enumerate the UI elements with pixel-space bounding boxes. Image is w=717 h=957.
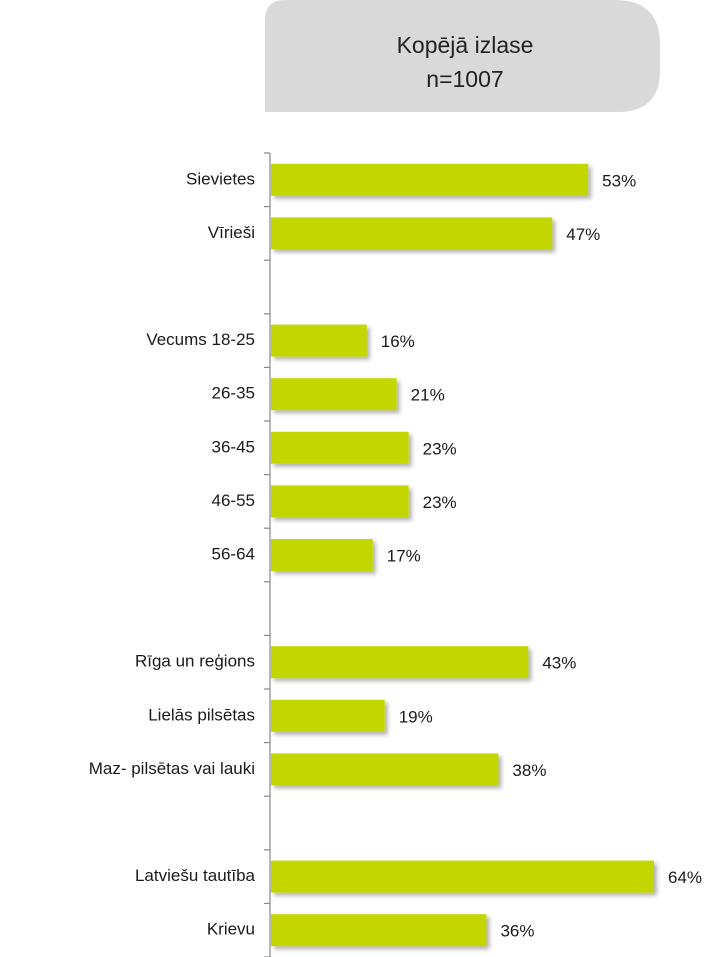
chart-title: Kopējā izlase bbox=[397, 32, 534, 58]
bar bbox=[271, 699, 385, 732]
bar bbox=[271, 163, 589, 196]
y-tick-label: 26-35 bbox=[212, 384, 255, 403]
bar bbox=[271, 860, 654, 893]
bar bbox=[271, 646, 529, 679]
y-tick-label: 36-45 bbox=[212, 437, 255, 456]
bar bbox=[271, 753, 499, 786]
value-label: 19% bbox=[399, 707, 433, 726]
value-label: 23% bbox=[423, 493, 457, 512]
value-label: 23% bbox=[423, 439, 457, 458]
bar bbox=[271, 324, 367, 357]
bar bbox=[271, 217, 553, 250]
value-label: 47% bbox=[566, 225, 600, 244]
y-tick-label: 46-55 bbox=[212, 491, 255, 510]
value-label: 43% bbox=[542, 654, 576, 673]
y-tick-label: Krievu bbox=[207, 920, 255, 939]
header-box bbox=[265, 0, 660, 112]
value-label: 38% bbox=[512, 761, 546, 780]
bar bbox=[271, 485, 409, 518]
value-label: 64% bbox=[668, 868, 702, 887]
value-label: 16% bbox=[381, 332, 415, 351]
value-label: 36% bbox=[500, 922, 534, 941]
value-label: 21% bbox=[411, 386, 445, 405]
bar bbox=[271, 378, 397, 411]
y-tick-label: Maz- pilsētas vai lauki bbox=[89, 759, 255, 778]
y-tick-label: Latviešu tautība bbox=[135, 866, 256, 885]
y-tick-label: Lielās pilsētas bbox=[148, 705, 255, 724]
y-tick-label: Rīga un reģions bbox=[135, 652, 255, 671]
y-tick-label: 56-64 bbox=[212, 544, 255, 563]
y-tick-label: Sievietes bbox=[186, 169, 255, 188]
y-tick-label: Vecums 18-25 bbox=[146, 330, 255, 349]
bar bbox=[271, 431, 409, 464]
bar bbox=[271, 914, 487, 947]
bar bbox=[271, 539, 373, 571]
value-label: 53% bbox=[602, 171, 636, 190]
chart-subtitle: n=1007 bbox=[426, 66, 503, 92]
y-tick-label: Vīrieši bbox=[208, 223, 255, 242]
value-label: 17% bbox=[387, 546, 421, 565]
